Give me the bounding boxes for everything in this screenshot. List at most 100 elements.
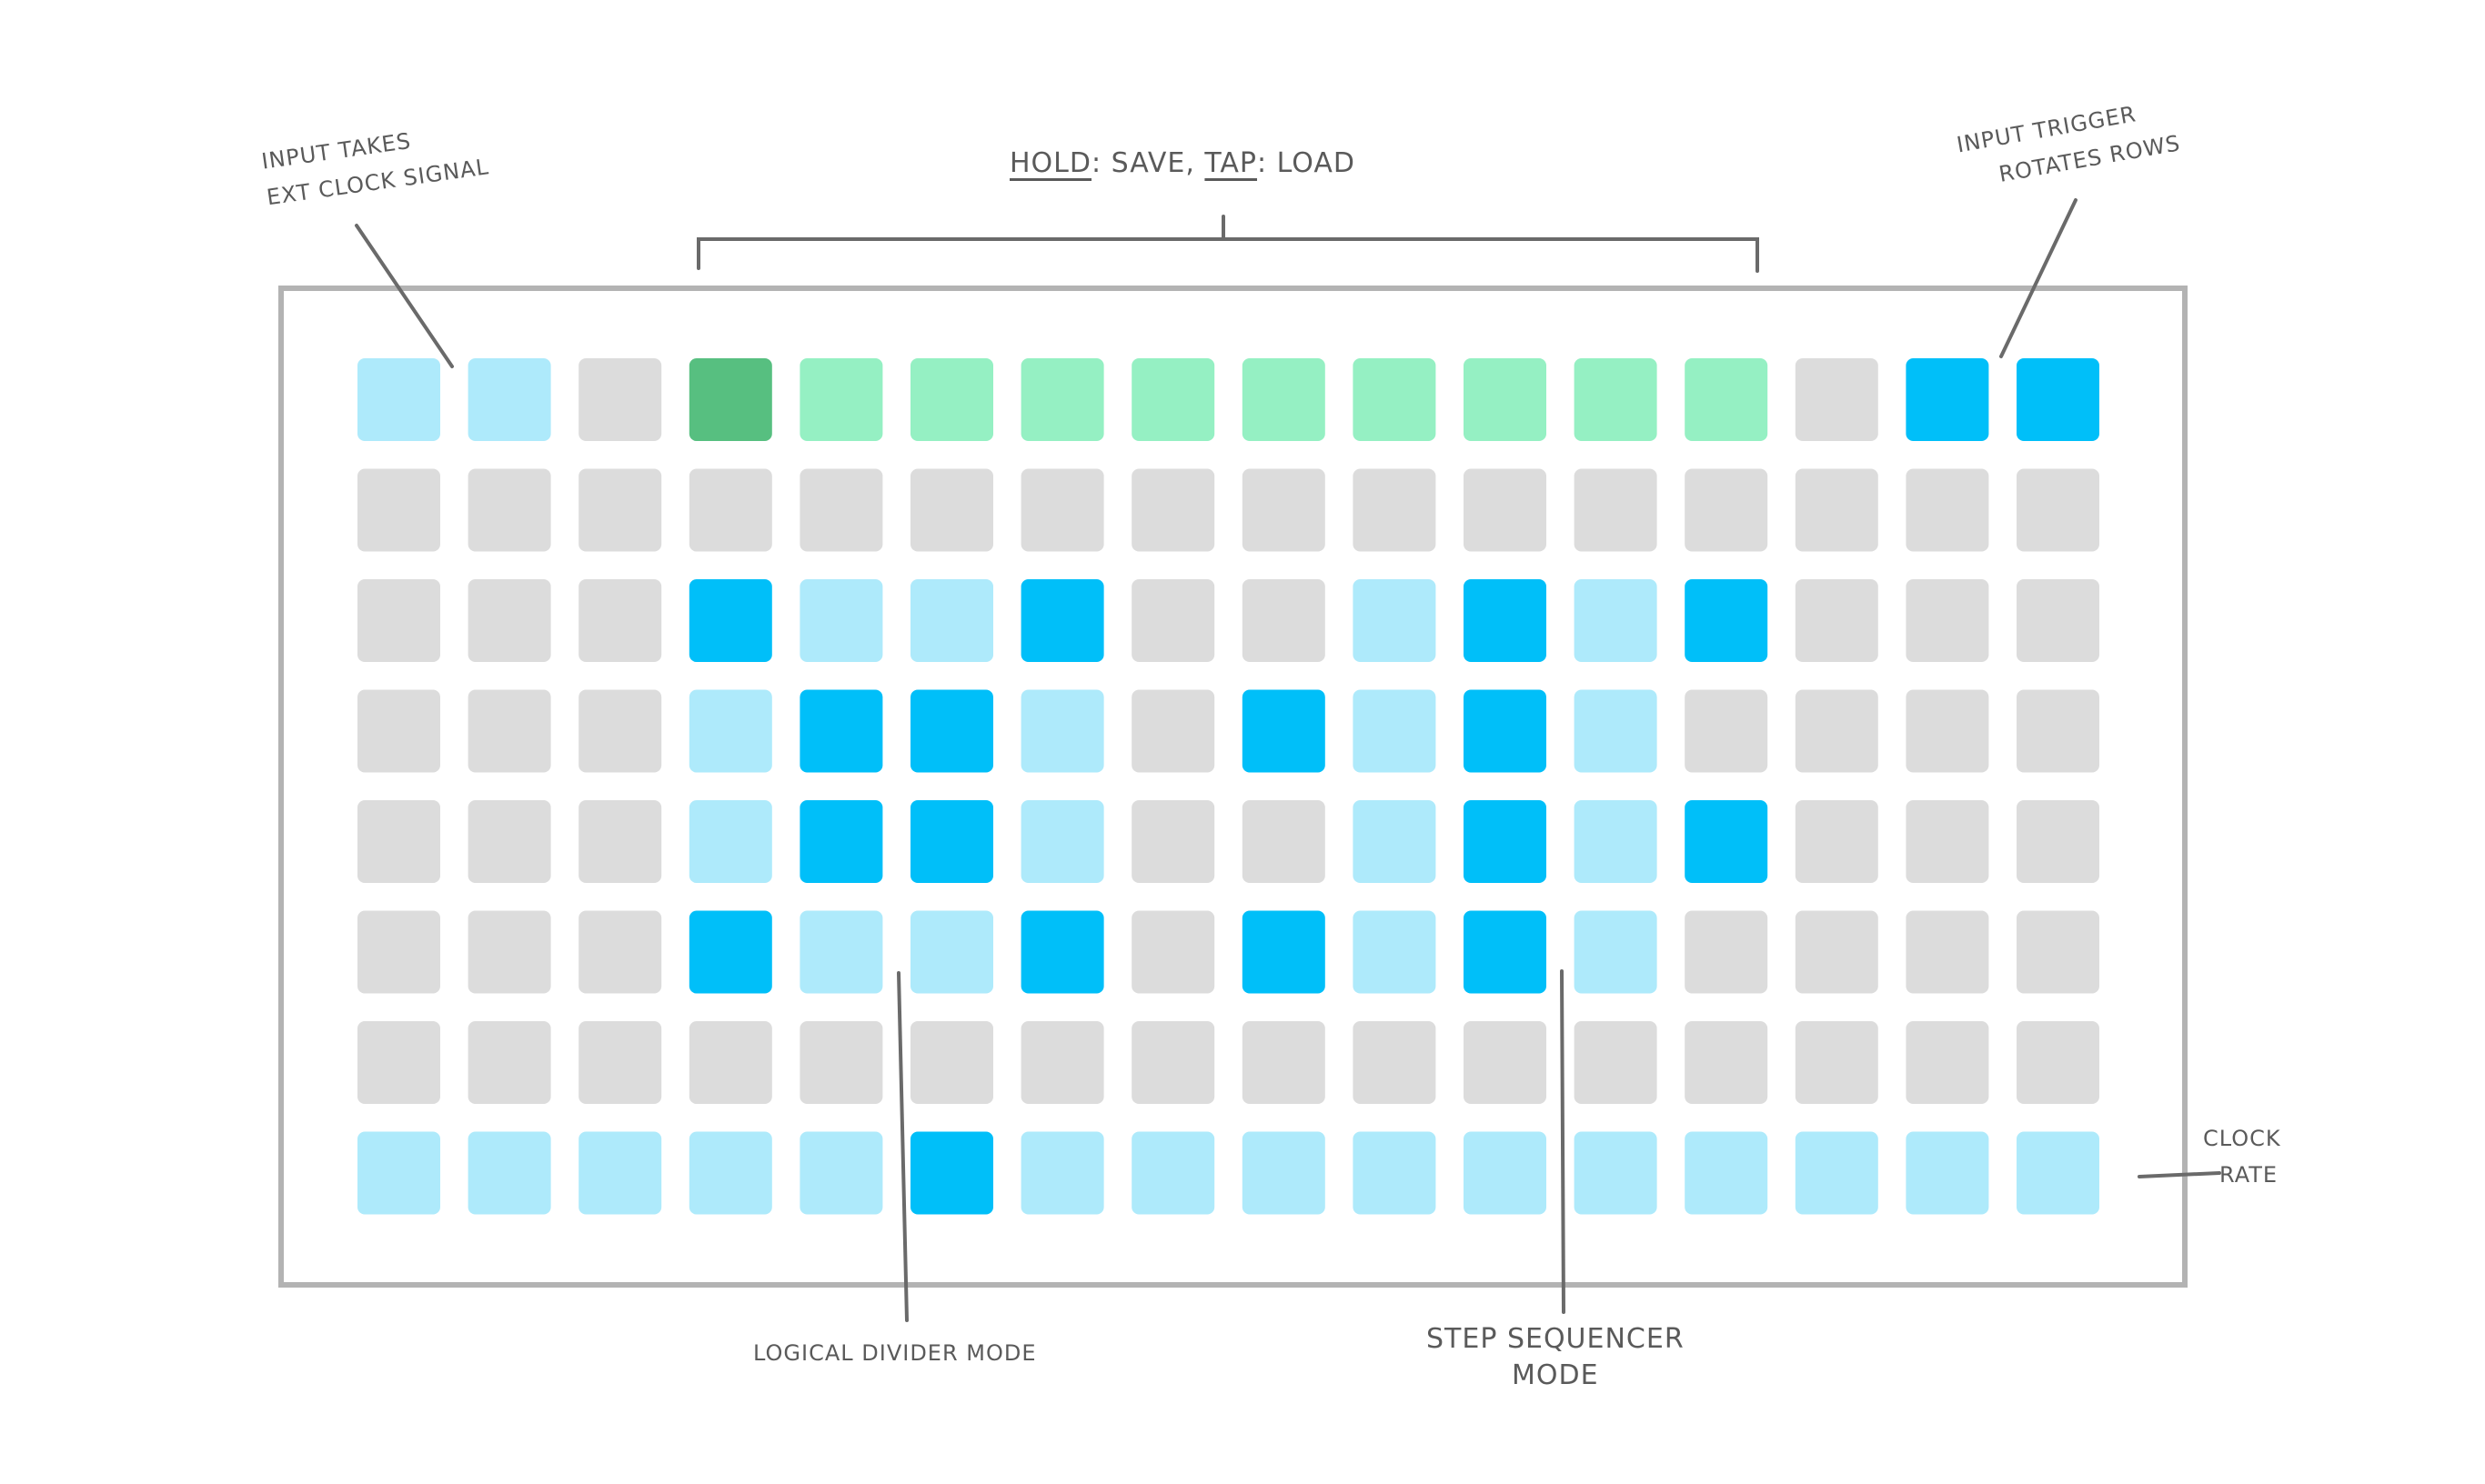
pad-r6-c3[interactable] [578, 910, 662, 994]
pad-r1-c9[interactable] [1242, 358, 1325, 441]
pad-r5-c5[interactable] [800, 800, 883, 883]
pad-r5-c7[interactable] [1021, 800, 1104, 883]
pad-r3-c4[interactable] [689, 579, 772, 662]
pad-r3-c3[interactable] [578, 579, 662, 662]
pad-r5-c9[interactable] [1242, 800, 1325, 883]
pad-r7-c13[interactable] [1685, 1021, 1768, 1104]
pad-r4-c3[interactable] [578, 689, 662, 773]
pad-r8-c7[interactable] [1021, 1131, 1104, 1215]
pad-r8-c9[interactable] [1242, 1131, 1325, 1215]
pad-r8-c1[interactable] [357, 1131, 440, 1215]
pad-r6-c9[interactable] [1242, 910, 1325, 994]
pad-r7-c12[interactable] [1574, 1021, 1657, 1104]
pad-r6-c6[interactable] [910, 910, 993, 994]
pad-r6-c4[interactable] [689, 910, 772, 994]
pad-r8-c3[interactable] [578, 1131, 662, 1215]
pad-r1-c7[interactable] [1021, 358, 1104, 441]
pad-r8-c11[interactable] [1464, 1131, 1546, 1215]
pad-r2-c6[interactable] [910, 468, 993, 552]
pad-r4-c14[interactable] [1795, 689, 1878, 773]
pad-r1-c4[interactable] [689, 358, 772, 441]
pad-r2-c13[interactable] [1685, 468, 1768, 552]
pad-r6-c15[interactable] [1906, 910, 1989, 994]
pad-r2-c8[interactable] [1132, 468, 1215, 552]
pad-r6-c10[interactable] [1353, 910, 1436, 994]
pad-r5-c11[interactable] [1464, 800, 1546, 883]
pad-r5-c4[interactable] [689, 800, 772, 883]
pad-r1-c12[interactable] [1574, 358, 1657, 441]
pad-r4-c1[interactable] [357, 689, 440, 773]
pad-r6-c8[interactable] [1132, 910, 1215, 994]
pad-r4-c7[interactable] [1021, 689, 1104, 773]
pad-r3-c7[interactable] [1021, 579, 1104, 662]
pad-r7-c9[interactable] [1242, 1021, 1325, 1104]
pad-r2-c12[interactable] [1574, 468, 1657, 552]
pad-r4-c4[interactable] [689, 689, 772, 773]
pad-r7-c15[interactable] [1906, 1021, 1989, 1104]
pad-r2-c15[interactable] [1906, 468, 1989, 552]
pad-r3-c9[interactable] [1242, 579, 1325, 662]
pad-r5-c13[interactable] [1685, 800, 1768, 883]
pad-r7-c5[interactable] [800, 1021, 883, 1104]
pad-r1-c1[interactable] [357, 358, 440, 441]
pad-r6-c11[interactable] [1464, 910, 1546, 994]
pad-r4-c9[interactable] [1242, 689, 1325, 773]
pad-r8-c5[interactable] [800, 1131, 883, 1215]
pad-r3-c15[interactable] [1906, 579, 1989, 662]
pad-r7-c16[interactable] [2017, 1021, 2099, 1104]
pad-r8-c2[interactable] [468, 1131, 551, 1215]
pad-r7-c14[interactable] [1795, 1021, 1878, 1104]
pad-r7-c4[interactable] [689, 1021, 772, 1104]
pad-r8-c13[interactable] [1685, 1131, 1768, 1215]
pad-r2-c1[interactable] [357, 468, 440, 552]
pad-r1-c16[interactable] [2017, 358, 2099, 441]
pad-r1-c15[interactable] [1906, 358, 1989, 441]
pad-r8-c15[interactable] [1906, 1131, 1989, 1215]
pad-r2-c9[interactable] [1242, 468, 1325, 552]
pad-r5-c15[interactable] [1906, 800, 1989, 883]
pad-r8-c6[interactable] [910, 1131, 993, 1215]
pad-r1-c6[interactable] [910, 358, 993, 441]
pad-r2-c2[interactable] [468, 468, 551, 552]
pad-r4-c12[interactable] [1574, 689, 1657, 773]
pad-r8-c10[interactable] [1353, 1131, 1436, 1215]
pad-r6-c7[interactable] [1021, 910, 1104, 994]
pad-r5-c8[interactable] [1132, 800, 1215, 883]
pad-r7-c7[interactable] [1021, 1021, 1104, 1104]
pad-r6-c14[interactable] [1795, 910, 1878, 994]
pad-r4-c2[interactable] [468, 689, 551, 773]
pad-r1-c5[interactable] [800, 358, 883, 441]
pad-r4-c6[interactable] [910, 689, 993, 773]
pad-r1-c14[interactable] [1795, 358, 1878, 441]
pad-r1-c8[interactable] [1132, 358, 1215, 441]
pad-r6-c1[interactable] [357, 910, 440, 994]
pad-r3-c12[interactable] [1574, 579, 1657, 662]
pad-r7-c1[interactable] [357, 1021, 440, 1104]
pad-r1-c2[interactable] [468, 358, 551, 441]
pad-r7-c10[interactable] [1353, 1021, 1436, 1104]
pad-r4-c13[interactable] [1685, 689, 1768, 773]
pad-r2-c5[interactable] [800, 468, 883, 552]
pad-r2-c3[interactable] [578, 468, 662, 552]
pad-r5-c12[interactable] [1574, 800, 1657, 883]
pad-r3-c5[interactable] [800, 579, 883, 662]
pad-r5-c16[interactable] [2017, 800, 2099, 883]
pad-r6-c12[interactable] [1574, 910, 1657, 994]
pad-r2-c11[interactable] [1464, 468, 1546, 552]
pad-r5-c1[interactable] [357, 800, 440, 883]
pad-r1-c3[interactable] [578, 358, 662, 441]
pad-r8-c14[interactable] [1795, 1131, 1878, 1215]
pad-r1-c13[interactable] [1685, 358, 1768, 441]
pad-r4-c5[interactable] [800, 689, 883, 773]
pad-r5-c3[interactable] [578, 800, 662, 883]
pad-r3-c13[interactable] [1685, 579, 1768, 662]
pad-r2-c14[interactable] [1795, 468, 1878, 552]
pad-r6-c13[interactable] [1685, 910, 1768, 994]
pad-r8-c8[interactable] [1132, 1131, 1215, 1215]
pad-r7-c3[interactable] [578, 1021, 662, 1104]
pad-r3-c14[interactable] [1795, 579, 1878, 662]
pad-r7-c8[interactable] [1132, 1021, 1215, 1104]
pad-r3-c2[interactable] [468, 579, 551, 662]
pad-r1-c11[interactable] [1464, 358, 1546, 441]
pad-r4-c10[interactable] [1353, 689, 1436, 773]
